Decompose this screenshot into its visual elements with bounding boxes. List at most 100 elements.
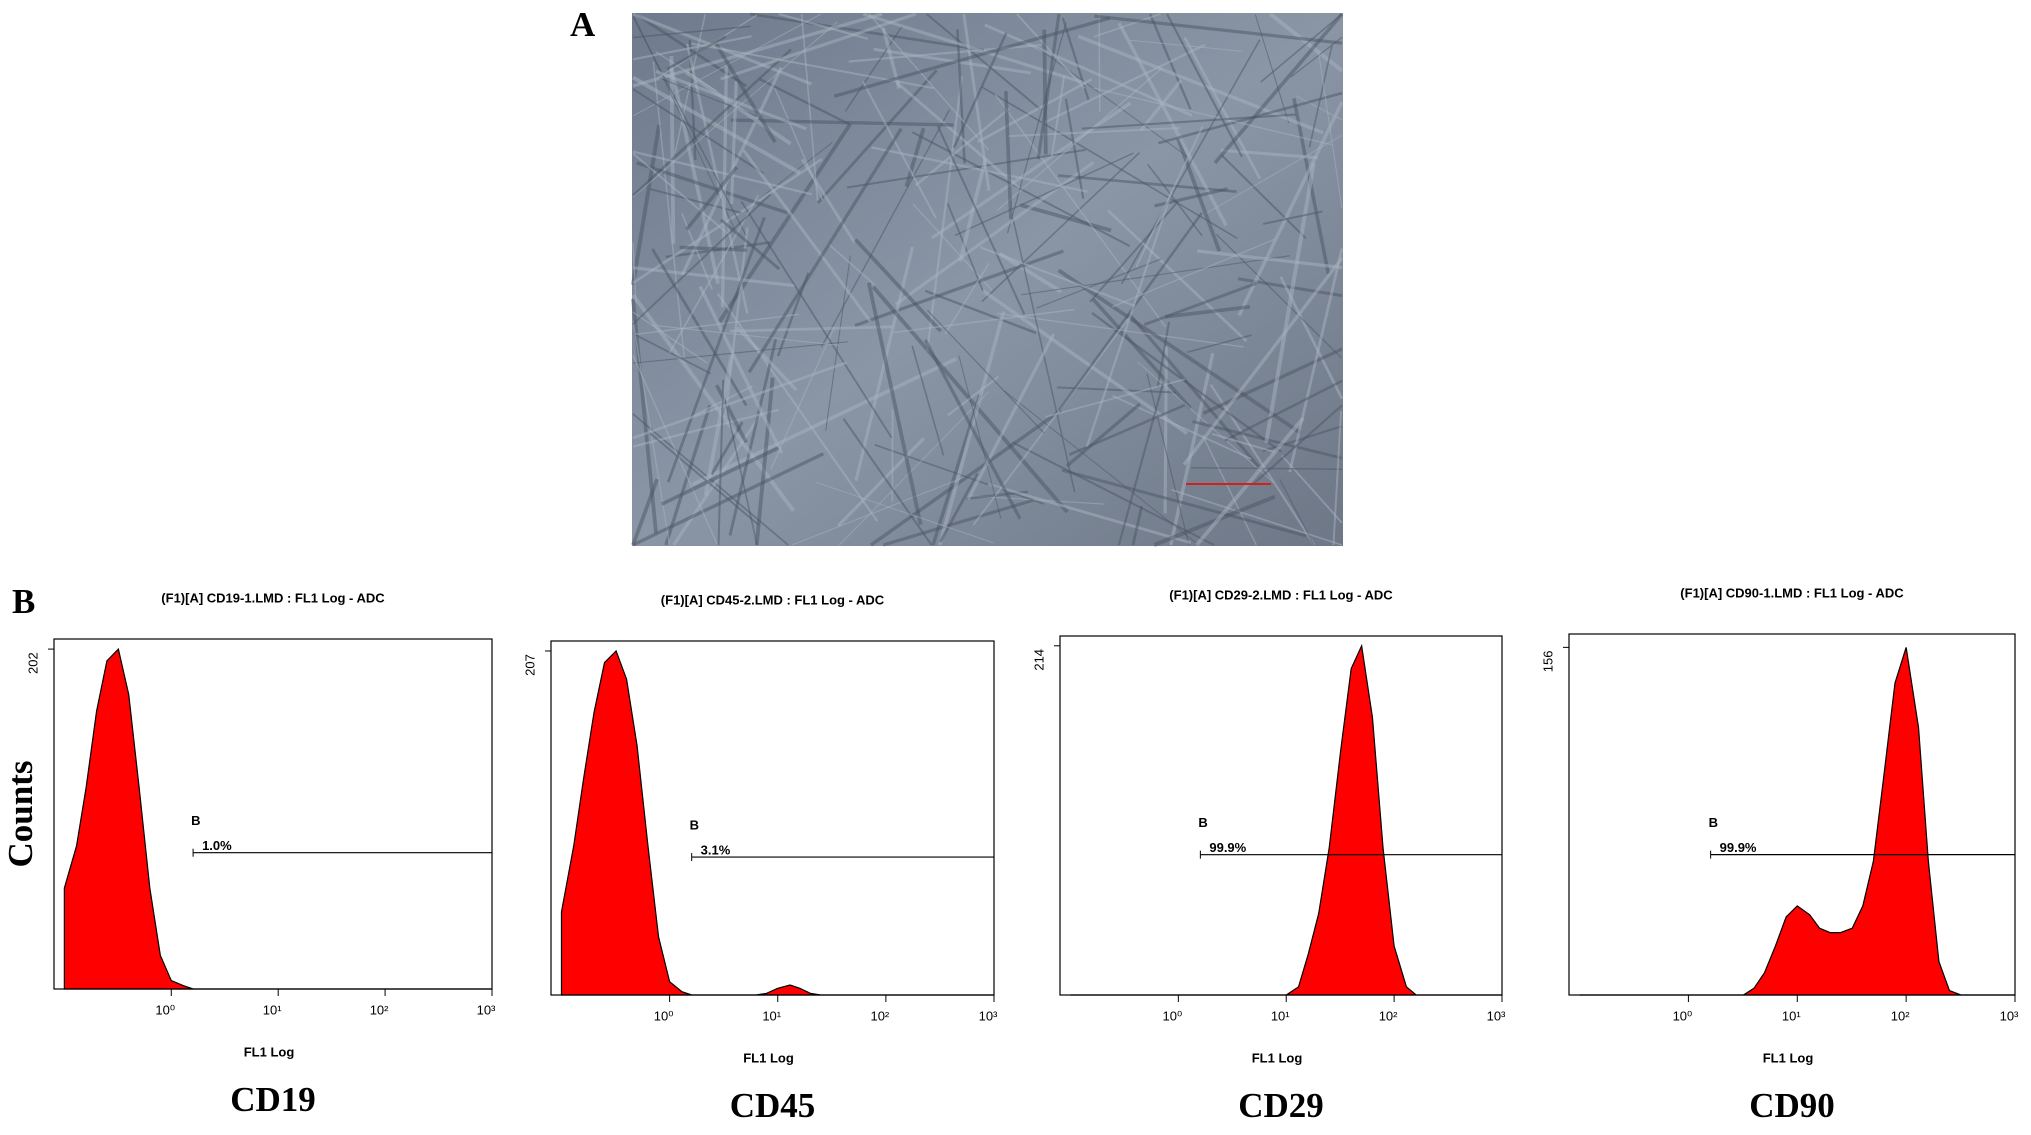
cell-streak [1182, 257, 1344, 466]
x-axis-label: FL1 Log [244, 1044, 295, 1059]
cell-streak [946, 203, 985, 293]
cell-streak [1004, 90, 1013, 219]
cell-streak [1061, 468, 1307, 538]
cell-streak [1131, 505, 1144, 546]
x-tick-label: 10⁰ [654, 1008, 674, 1023]
cell-streak [1120, 39, 1261, 285]
cell-streak [828, 243, 876, 286]
cell-streak [1202, 347, 1343, 415]
cell-streak [632, 452, 825, 547]
y-tick-label: 156 [1540, 651, 1555, 673]
cell-streak [1139, 79, 1183, 132]
y-axis-label: Counts [1, 761, 40, 868]
cell-streak [1077, 34, 1324, 135]
cell-streak [984, 23, 1193, 117]
cell-streak [655, 69, 807, 131]
cell-streak [774, 88, 824, 201]
panel-caption: CD45 [730, 1086, 816, 1125]
cell-streak [632, 12, 883, 88]
cell-streak [1117, 383, 1165, 546]
x-tick-label: 10³ [2000, 1008, 2019, 1023]
panel-caption: CD19 [230, 1080, 316, 1119]
gate-name: B [1709, 815, 1718, 830]
gate-percent: 99.9% [1209, 840, 1246, 855]
cell-streak [740, 201, 893, 439]
cell-streak [720, 218, 781, 271]
cell-streak [836, 437, 925, 528]
cell-streak [816, 481, 994, 544]
panel-label: A [570, 5, 596, 44]
cell-streak [866, 282, 923, 526]
micrograph [631, 12, 1344, 547]
cell-streak [649, 187, 742, 214]
cell-streak [1269, 12, 1344, 73]
cell-streak [952, 32, 1008, 149]
cell-streak [728, 338, 778, 536]
cell-streak [1332, 411, 1342, 546]
cell-streak [747, 127, 903, 374]
cell-streak [1165, 304, 1251, 319]
cell-streak [987, 482, 1192, 545]
cell-streak [730, 325, 893, 333]
cell-streak [854, 249, 1064, 328]
plot-frame [1568, 633, 2016, 996]
cell-streak [1264, 162, 1316, 444]
cell-streak [1260, 13, 1343, 83]
x-tick-label: 10⁰ [1673, 1008, 1693, 1023]
cell-streak [926, 13, 1041, 110]
cell-streak [854, 238, 942, 333]
x-axis-label: FL1 Log [1763, 1050, 1814, 1065]
cell-streak [1213, 12, 1344, 165]
cell-streak [979, 246, 1136, 308]
x-tick-label: 10² [370, 1002, 389, 1017]
cell-streak [833, 16, 1111, 98]
x-tick-label: 10⁰ [155, 1002, 175, 1017]
x-tick-label: 10⁰ [1163, 1008, 1183, 1023]
cell-streak [966, 333, 1056, 501]
cell-streak [954, 152, 1134, 237]
cell-streak [994, 94, 1166, 328]
x-tick-label: 10³ [979, 1008, 998, 1023]
cell-streak [923, 339, 1022, 520]
cell-streak [1042, 29, 1048, 155]
cell-streak [944, 262, 990, 335]
cell-streak [1143, 281, 1257, 326]
cell-streak [714, 42, 777, 143]
cell-streak [632, 193, 772, 325]
cell-streak [1186, 334, 1252, 354]
cell-streak [632, 48, 792, 197]
cell-streak [1163, 346, 1168, 514]
cell-streak [893, 308, 1075, 334]
cell-streak [958, 157, 988, 262]
cell-streak [1093, 13, 1161, 38]
cell-streak [1251, 404, 1343, 486]
gate-percent: 99.9% [1720, 840, 1757, 855]
chart-title: (F1)[A] CD29-2.LMD : FL1 Log - ADC [1169, 587, 1393, 602]
gate-percent: 3.1% [701, 842, 731, 857]
cell-streak [825, 255, 851, 431]
cell-streak [1081, 113, 1296, 130]
panel-caption: CD90 [1749, 1086, 1835, 1125]
cell-streak [648, 431, 760, 526]
cell-streak [931, 394, 982, 546]
cell-streak [632, 25, 751, 39]
cell-streak [947, 375, 1000, 417]
cell-streak [1129, 39, 1243, 52]
cell-streak [1016, 13, 1086, 89]
cell-streak [750, 12, 985, 52]
cell-streak [1220, 148, 1318, 160]
cell-streak [632, 35, 752, 61]
y-tick-label: 214 [1031, 649, 1046, 671]
cell-streak [816, 69, 938, 204]
cell-streak [1183, 36, 1262, 180]
cell-streak [666, 216, 766, 483]
cell-streak [962, 13, 991, 192]
cell-streak [981, 152, 1141, 303]
cell-streak [1111, 238, 1275, 308]
cell-streak [939, 472, 979, 543]
cell-streak [735, 326, 798, 392]
cell-streak [998, 252, 1063, 294]
histogram-area [560, 649, 994, 996]
cell-streak [669, 55, 676, 244]
